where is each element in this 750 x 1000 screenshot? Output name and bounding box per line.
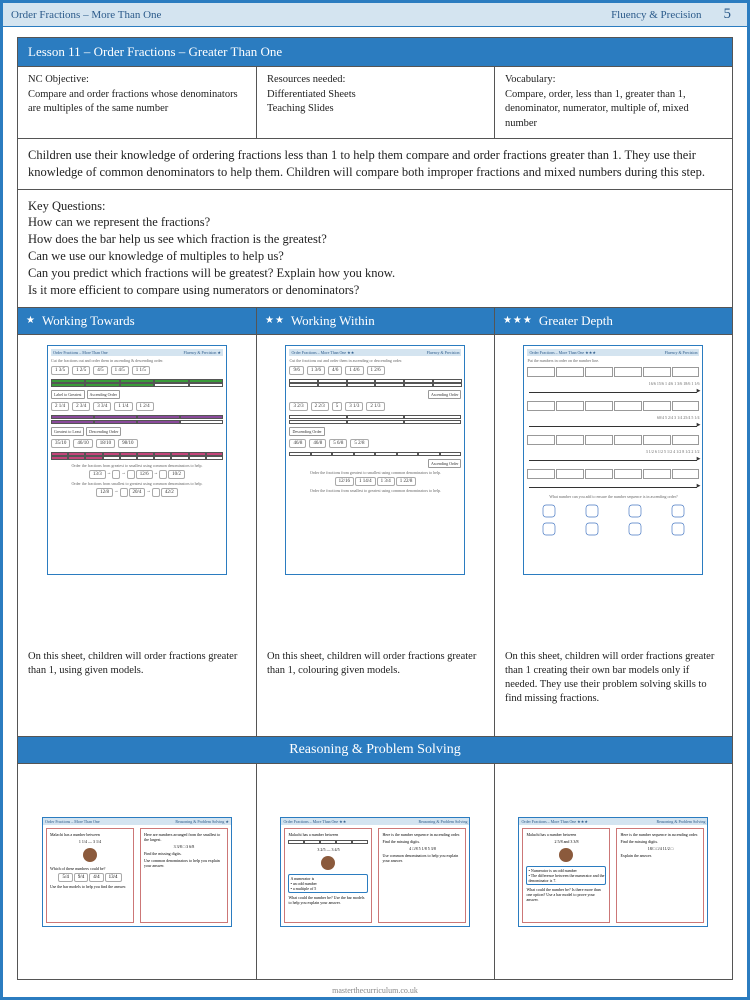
rps-cell: Order Fractions – More Than One ★★Reason… xyxy=(256,764,494,979)
vocab-label: Vocabulary: xyxy=(505,73,722,88)
rps-cell: Order Fractions – More Than One ★★★Reaso… xyxy=(494,764,732,979)
kq-item: How does the bar help us see which fract… xyxy=(28,231,722,248)
level-within-header: ★★ Working Within xyxy=(256,308,494,335)
vocab-text: Compare, order, less than 1, greater tha… xyxy=(505,88,722,132)
rps-preview: Order Fractions – More Than One ★★Reason… xyxy=(280,817,470,927)
rps-preview: Order Fractions – More Than OneReasoning… xyxy=(42,817,232,927)
page-content: Lesson 11 – Order Fractions – Greater Th… xyxy=(3,27,747,984)
thumb-towards: Order Fractions – More Than OneFluency &… xyxy=(18,335,256,642)
level-headers: ★ Working Towards ★★ Working Within ★★★ … xyxy=(18,308,732,335)
level-label: Working Within xyxy=(291,313,375,329)
level-descriptions: On this sheet, children will order fract… xyxy=(18,642,732,738)
top-title: Order Fractions – More Than One xyxy=(11,9,161,21)
number-cloud-icon xyxy=(541,503,557,519)
kq-label: Key Questions: xyxy=(28,198,722,215)
resources-cell: Resources needed: Differentiated Sheets … xyxy=(256,67,494,138)
star-icon: ★★★ xyxy=(503,315,533,326)
resources-label: Resources needed: xyxy=(267,73,484,88)
desc-depth: On this sheet, children will order fract… xyxy=(494,642,732,737)
number-cloud-icon xyxy=(670,521,686,537)
number-cloud-icon xyxy=(584,521,600,537)
worksheet-preview: Order Fractions – More Than OneFluency &… xyxy=(47,345,227,575)
rps-cell: Order Fractions – More Than OneReasoning… xyxy=(18,764,256,979)
number-cloud-icon xyxy=(627,503,643,519)
vocab-cell: Vocabulary: Compare, order, less than 1,… xyxy=(494,67,732,138)
avatar-icon xyxy=(321,856,335,870)
meta-row: NC Objective: Compare and order fraction… xyxy=(18,67,732,139)
level-label: Greater Depth xyxy=(539,313,613,329)
lesson-title: Lesson 11 – Order Fractions – Greater Th… xyxy=(18,38,732,67)
objective-label: NC Objective: xyxy=(28,73,246,88)
rps-thumbnails: Order Fractions – More Than OneReasoning… xyxy=(18,764,732,979)
kq-item: How can we represent the fractions? xyxy=(28,214,722,231)
desc-within: On this sheet, children will order fract… xyxy=(256,642,494,737)
thumb-depth: Order Fractions – More Than One ★★★Fluen… xyxy=(494,335,732,642)
star-icon: ★ xyxy=(26,315,36,326)
kq-item: Can you predict which fractions will be … xyxy=(28,265,722,282)
rps-preview: Order Fractions – More Than One ★★★Reaso… xyxy=(518,817,708,927)
top-bar: Order Fractions – More Than One Fluency … xyxy=(3,3,747,27)
objective-cell: NC Objective: Compare and order fraction… xyxy=(18,67,256,138)
key-questions: Key Questions: How can we represent the … xyxy=(18,190,732,308)
worksheet-thumbnails: Order Fractions – More Than OneFluency &… xyxy=(18,335,732,642)
avatar-icon xyxy=(83,848,97,862)
number-cloud-icon xyxy=(670,503,686,519)
worksheet-preview: Order Fractions – More Than One ★★Fluenc… xyxy=(285,345,465,575)
lesson-table: Lesson 11 – Order Fractions – Greater Th… xyxy=(17,37,733,980)
desc-towards: On this sheet, children will order fract… xyxy=(18,642,256,737)
level-towards-header: ★ Working Towards xyxy=(18,308,256,335)
thumb-within: Order Fractions – More Than One ★★Fluenc… xyxy=(256,335,494,642)
level-depth-header: ★★★ Greater Depth xyxy=(494,308,732,335)
kq-item: Is it more efficient to compare using nu… xyxy=(28,282,722,299)
number-cloud-icon xyxy=(627,521,643,537)
number-cloud-icon xyxy=(584,503,600,519)
intro-text: Children use their knowledge of ordering… xyxy=(18,139,732,190)
avatar-icon xyxy=(559,848,573,862)
number-cloud-icon xyxy=(541,521,557,537)
top-right: Fluency & Precision xyxy=(611,9,701,21)
resources-text: Differentiated Sheets Teaching Slides xyxy=(267,88,484,117)
star-icon: ★★ xyxy=(265,315,285,326)
objective-text: Compare and order fractions whose denomi… xyxy=(28,88,246,117)
worksheet-preview: Order Fractions – More Than One ★★★Fluen… xyxy=(523,345,703,575)
page-number: 5 xyxy=(716,6,740,23)
level-label: Working Towards xyxy=(42,313,135,329)
footer: masterthecurriculum.co.uk xyxy=(3,984,747,997)
rps-header: Reasoning & Problem Solving xyxy=(18,737,732,764)
kq-item: Can we use our knowledge of multiples to… xyxy=(28,248,722,265)
